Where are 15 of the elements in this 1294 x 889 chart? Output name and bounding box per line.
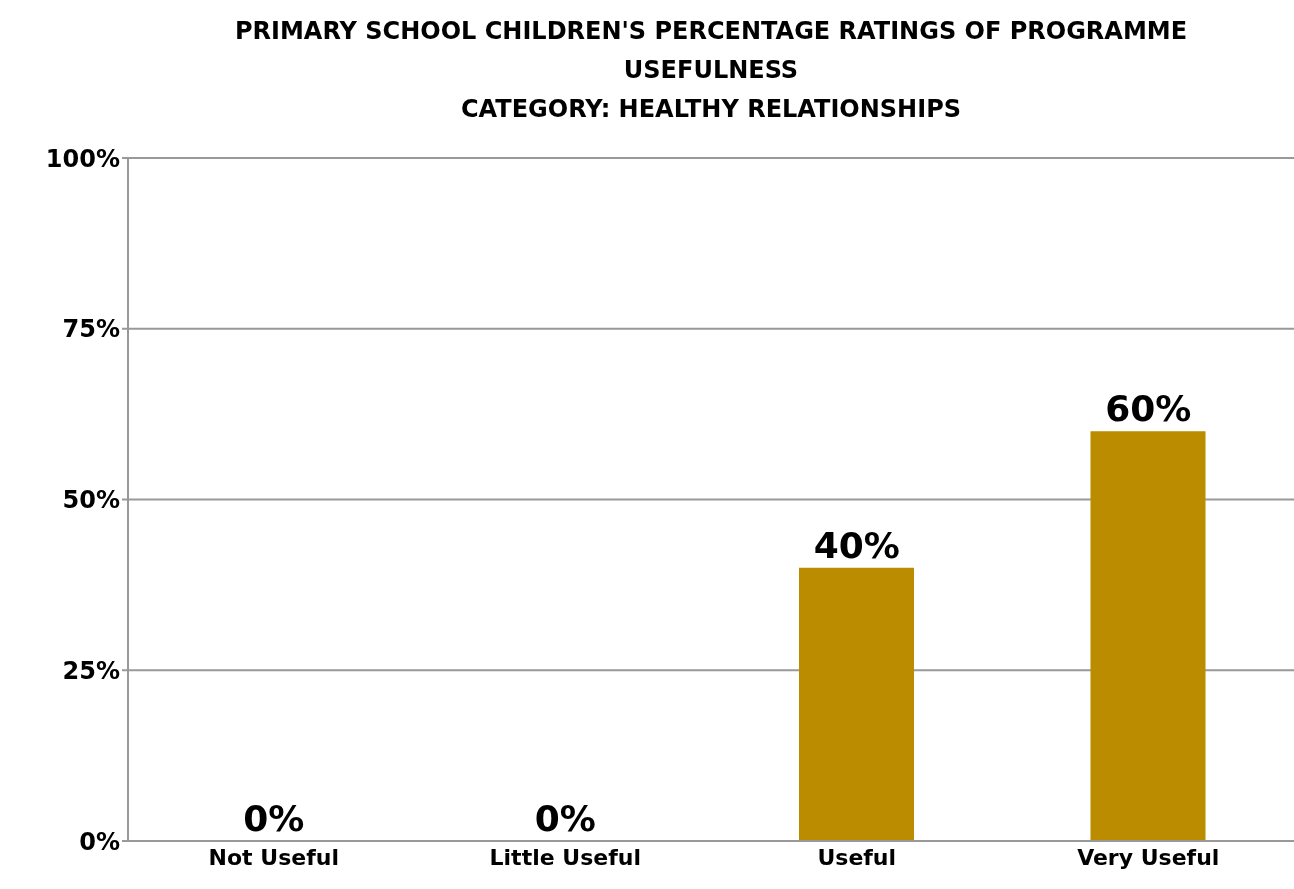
data-label: 0% — [534, 798, 596, 839]
chart-title: PRIMARY SCHOOL CHILDREN'S PERCENTAGE RATINGS OF PROGRAMME USEFULNESS — [233, 16, 1189, 86]
data-label: 0% — [243, 798, 305, 839]
y-tick-label: 50% — [62, 486, 120, 515]
y-tick-label: 75% — [62, 315, 120, 344]
chart-subtitle: CATEGORY: HEALTHY RELATIONSHIPS — [460, 94, 962, 125]
y-tick-label: 100% — [45, 144, 120, 173]
data-label: 60% — [1105, 388, 1192, 430]
data-label: 40% — [813, 524, 900, 566]
x-tick-label: Very Useful — [1077, 844, 1220, 870]
y-tick-label: 0% — [79, 827, 120, 856]
x-tick-label: Little Useful — [489, 844, 641, 870]
y-tick-label: 25% — [62, 656, 120, 685]
x-tick-label: Not Useful — [208, 844, 339, 870]
x-tick-label: Useful — [817, 844, 897, 870]
